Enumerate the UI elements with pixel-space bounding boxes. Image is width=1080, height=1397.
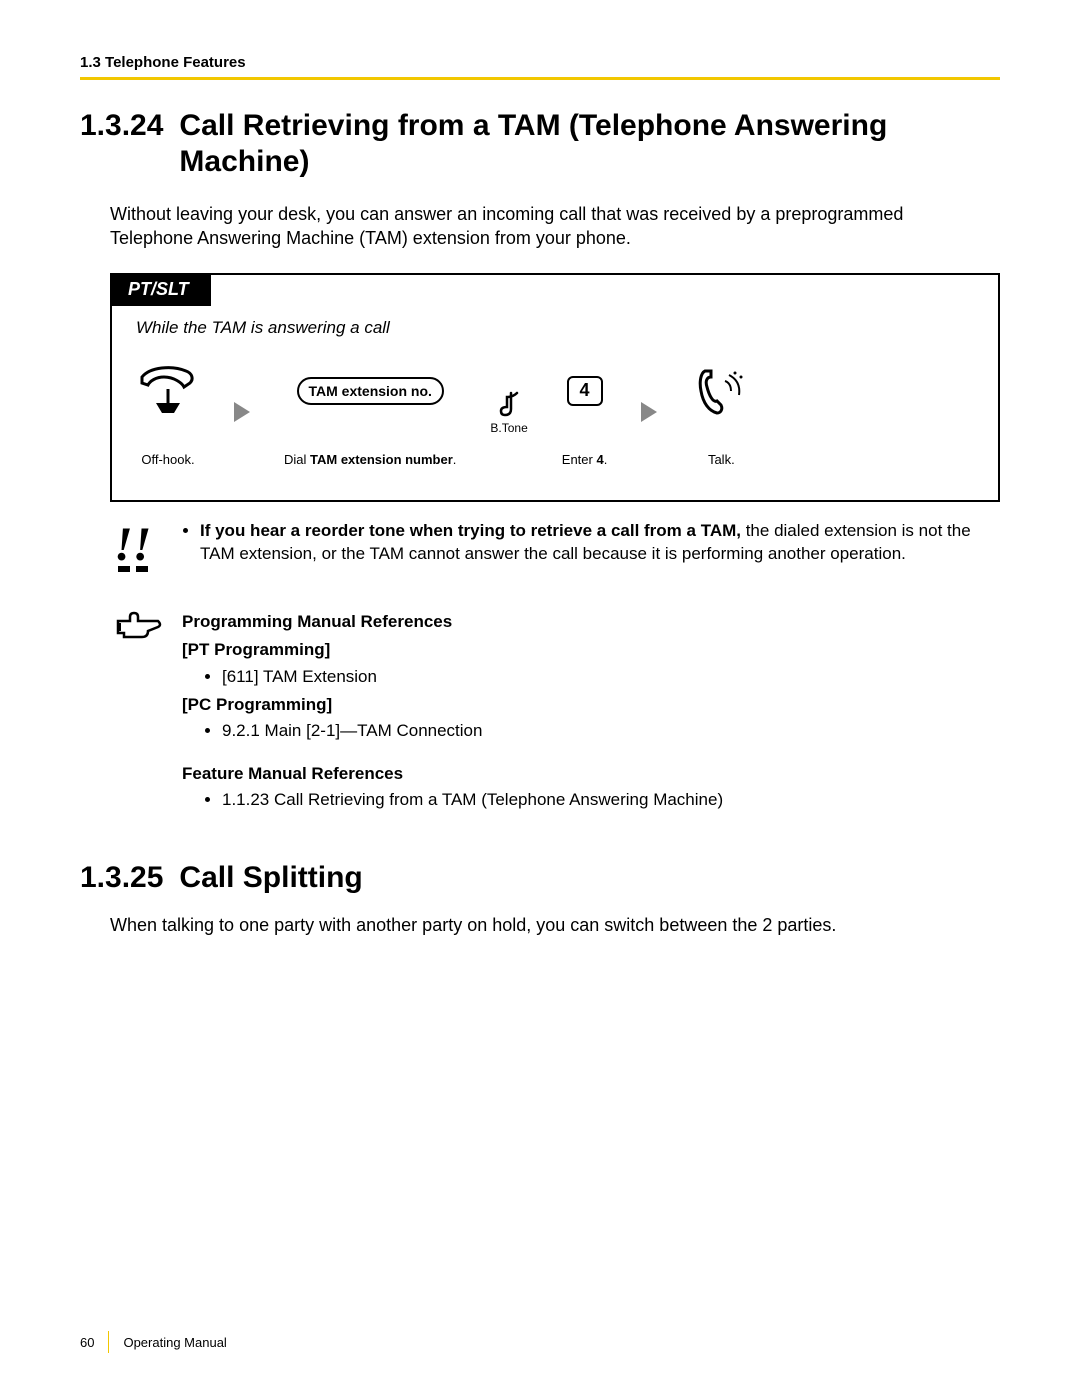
section-intro: Without leaving your desk, you can answe… [110, 202, 990, 251]
btone-indicator: B.Tone [490, 389, 527, 435]
handset-offhook-icon [136, 363, 200, 419]
tam-extension-pill: TAM extension no. [297, 377, 444, 405]
exclamation-icon: !! [114, 520, 164, 576]
feat-item: 1.1.23 Call Retrieving from a TAM (Telep… [222, 787, 723, 813]
section2-intro: When talking to one party with another p… [110, 913, 990, 937]
doc-title: Operating Manual [123, 1335, 226, 1350]
step-offhook: Off-hook. [136, 356, 200, 468]
svg-text:!!: !! [114, 520, 151, 571]
prog-manual-title: Programming Manual References [182, 609, 723, 635]
procedure-tab: PT/SLT [110, 273, 211, 306]
footer-divider [108, 1331, 109, 1353]
page-footer: 60 Operating Manual [80, 1331, 227, 1353]
talk-caption: Talk. [708, 452, 735, 468]
references-block: Programming Manual References [PT Progra… [114, 607, 980, 813]
dial-caption: Dial TAM extension number. [284, 452, 456, 468]
arrow-icon [641, 402, 657, 422]
pt-programming-title: [PT Programming] [182, 637, 723, 663]
pt-item: [611] TAM Extension [222, 664, 723, 690]
procedure-box: PT/SLT While the TAM is answering a call… [110, 273, 1000, 502]
note-block: !! If you hear a reorder tone when tryin… [114, 520, 980, 581]
step-dial-tam: TAM extension no. Dial TAM extension num… [284, 356, 456, 468]
pc-item: 9.2.1 Main [2-1]—TAM Connection [222, 718, 723, 744]
running-head: 1.3 Telephone Features [80, 54, 1000, 71]
tone-icon [497, 389, 521, 419]
offhook-caption: Off-hook. [141, 452, 194, 468]
handset-talk-icon [691, 363, 751, 419]
pc-programming-title: [PC Programming] [182, 692, 723, 718]
section-number: 1.3.24 [80, 108, 163, 144]
section2-title: Call Splitting [179, 861, 362, 895]
pointing-hand-icon [114, 607, 164, 643]
btone-label: B.Tone [490, 421, 527, 435]
arrow-icon [234, 402, 250, 422]
step-enter-4: 4 Enter 4. [562, 356, 608, 468]
section2-number: 1.3.25 [80, 861, 163, 895]
section-title: Call Retrieving from a TAM (Telephone An… [179, 108, 959, 180]
feature-manual-title: Feature Manual References [182, 761, 723, 787]
page-number: 60 [80, 1335, 94, 1350]
note-bullet: If you hear a reorder tone when trying t… [200, 520, 980, 566]
enter-caption: Enter 4. [562, 452, 608, 468]
step-talk: Talk. [691, 356, 751, 468]
header-rule [80, 77, 1000, 80]
keycap-4: 4 [567, 376, 603, 406]
procedure-subtitle: While the TAM is answering a call [136, 318, 998, 338]
